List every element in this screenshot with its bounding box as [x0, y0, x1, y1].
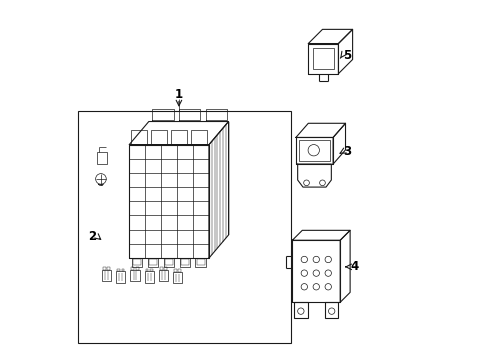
- Bar: [78, 111, 290, 343]
- Bar: [133, 260, 141, 265]
- Bar: [116, 271, 125, 283]
- Bar: [298, 140, 329, 161]
- Bar: [173, 272, 182, 283]
- Bar: [197, 260, 204, 265]
- Bar: [191, 130, 206, 145]
- Bar: [147, 258, 158, 267]
- Bar: [312, 48, 333, 69]
- Bar: [103, 267, 106, 270]
- Bar: [159, 270, 167, 281]
- Bar: [181, 260, 188, 265]
- Bar: [178, 269, 181, 272]
- Bar: [171, 130, 187, 145]
- Bar: [117, 269, 120, 271]
- Text: 1: 1: [175, 89, 183, 102]
- Bar: [163, 267, 166, 270]
- Text: 5: 5: [343, 49, 351, 62]
- Bar: [130, 270, 139, 281]
- Bar: [325, 302, 338, 318]
- Bar: [131, 130, 147, 145]
- Bar: [160, 267, 163, 270]
- Text: 3: 3: [343, 145, 351, 158]
- Bar: [151, 130, 167, 145]
- Bar: [164, 260, 172, 265]
- Bar: [179, 258, 190, 267]
- Bar: [97, 152, 107, 164]
- Bar: [149, 269, 152, 271]
- Text: 2: 2: [88, 230, 96, 243]
- Bar: [145, 269, 148, 271]
- Text: 4: 4: [349, 260, 358, 273]
- Bar: [131, 267, 134, 270]
- Bar: [195, 258, 206, 267]
- Bar: [293, 302, 307, 318]
- Bar: [163, 258, 174, 267]
- Bar: [102, 270, 111, 281]
- Bar: [121, 269, 124, 271]
- Bar: [144, 271, 153, 283]
- Bar: [135, 267, 138, 270]
- Bar: [149, 260, 157, 265]
- Bar: [107, 267, 110, 270]
- Bar: [174, 269, 177, 272]
- Bar: [131, 258, 142, 267]
